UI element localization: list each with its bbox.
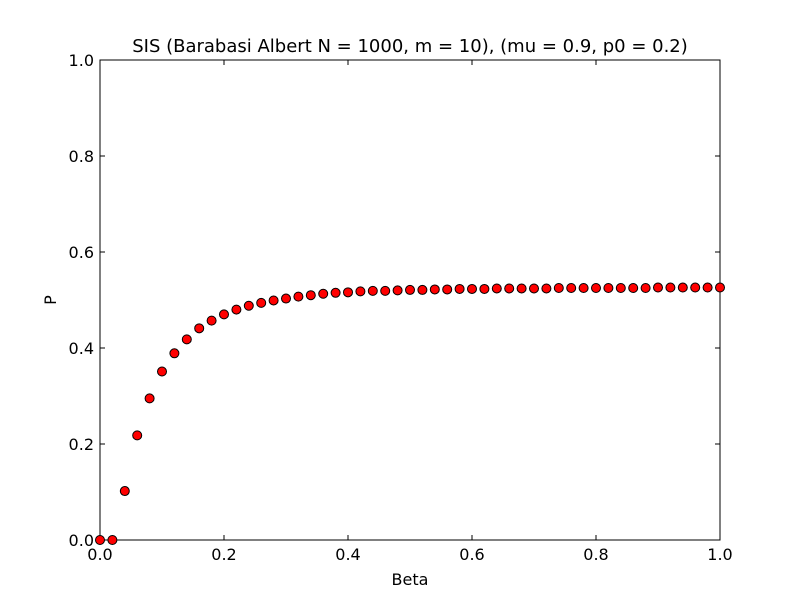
x-tick-label: 0.8 [583,545,608,564]
data-point [107,535,118,545]
data-point [256,297,267,308]
data-point [603,283,614,293]
data-points [95,282,725,545]
data-point [343,287,353,298]
data-point [95,535,105,545]
data-point [553,283,564,293]
data-point [591,283,601,293]
y-tick-label: 0.2 [69,435,94,454]
data-point [231,304,242,315]
data-point [677,282,688,293]
data-point [169,348,180,359]
data-point [405,284,415,295]
data-point [529,283,539,294]
data-point [467,283,477,294]
data-point [715,282,725,293]
y-tick-label: 0.6 [69,243,94,262]
data-point [367,285,378,296]
plot-area [99,59,721,541]
chart-title: SIS (Barabasi Albert N = 1000, m = 10), … [132,36,688,57]
data-point [268,295,279,306]
y-tick-label: 0.8 [69,147,94,166]
data-point [653,282,663,293]
data-point [380,285,391,296]
axis-tick-labels: 0.0 0.2 0.4 0.6 0.8 1.0 0.0 0.2 0.4 0.6 0.8 1.0 [69,51,733,564]
data-point [281,293,291,304]
x-tick-label: 0.0 [87,545,112,564]
data-point [243,300,254,311]
y-tick-label: 0.0 [69,531,94,550]
x-tick-label: 0.2 [211,545,236,564]
data-point [541,283,552,294]
data-point [516,283,527,294]
y-tick-label: 0.4 [69,339,94,358]
data-point [293,291,304,302]
data-point [665,282,676,293]
data-point [355,286,366,297]
data-point [702,282,713,293]
x-tick-label: 0.6 [459,545,484,564]
data-point [628,283,639,293]
data-point [417,284,428,295]
data-point [566,283,577,293]
data-point [330,287,341,298]
data-point [615,283,626,293]
data-point [144,393,155,404]
data-point [318,288,329,299]
data-point [194,323,205,334]
data-point [119,486,130,497]
data-point [442,284,453,295]
data-point [578,283,589,293]
data-point [219,309,229,320]
data-point [690,282,701,293]
data-point [132,430,143,441]
data-point [305,290,316,301]
y-axis-label: P [41,295,60,305]
y-tick-label: 1.0 [69,51,94,70]
data-point [429,284,440,295]
data-point [181,334,192,345]
x-tick-label: 0.4 [335,545,360,564]
data-point [640,283,651,293]
data-point [392,285,403,296]
data-point [157,366,167,377]
data-point [491,283,502,294]
data-point [454,283,465,294]
data-point [504,283,515,294]
data-point [206,315,217,326]
x-tick-label: 1.0 [707,545,732,564]
data-point [479,283,490,294]
x-axis-label: Beta [392,570,429,589]
